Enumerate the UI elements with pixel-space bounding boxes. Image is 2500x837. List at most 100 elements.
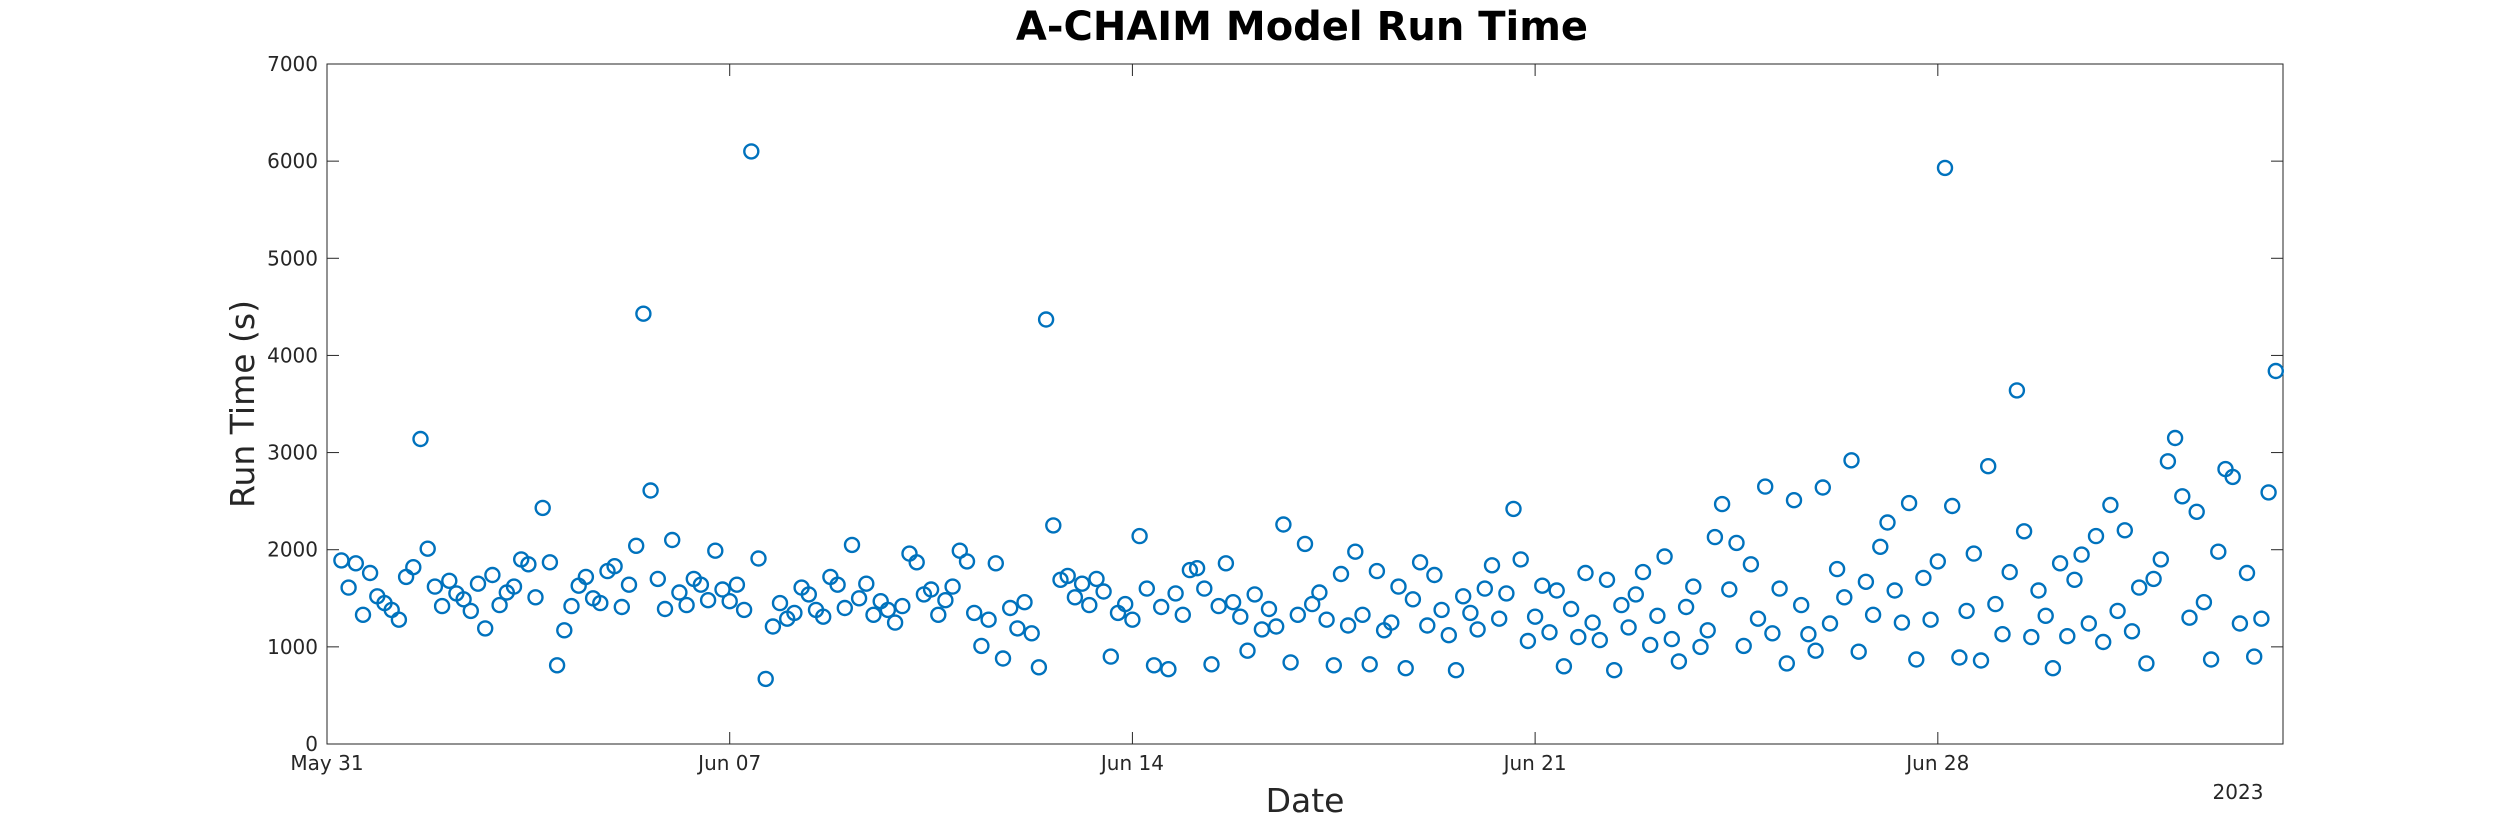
data-point	[1512, 551, 1529, 568]
data-point	[771, 594, 789, 612]
data-point	[2152, 551, 2170, 568]
data-point	[728, 576, 746, 593]
data-point	[1059, 567, 1076, 585]
data-point	[1864, 606, 1882, 623]
data-point	[613, 598, 630, 616]
data-point	[1332, 565, 1350, 583]
data-point	[2145, 570, 2162, 588]
plot-area-frame	[326, 63, 2284, 745]
data-point	[757, 670, 774, 688]
data-point	[1181, 561, 1199, 579]
data-point	[1814, 479, 1832, 496]
data-point	[678, 596, 695, 614]
data-point	[2130, 579, 2148, 596]
data-point	[937, 592, 954, 609]
data-point	[1562, 600, 1580, 618]
data-point	[2202, 651, 2220, 668]
data-point	[2181, 609, 2198, 626]
data-point	[2116, 522, 2134, 539]
data-point	[2210, 543, 2227, 560]
data-point	[1368, 562, 1386, 580]
data-point	[1663, 630, 1681, 648]
data-point	[1354, 606, 1371, 623]
data-point	[1490, 610, 1508, 627]
data-point	[1519, 632, 1537, 650]
data-point	[1433, 601, 1450, 619]
data-point	[750, 550, 767, 567]
y-tick-label: 4000	[267, 343, 318, 367]
data-point	[2094, 633, 2112, 651]
data-point	[1081, 596, 1098, 614]
data-point	[922, 581, 940, 598]
data-point	[1735, 637, 1752, 655]
data-point	[1792, 596, 1810, 614]
data-point	[2260, 484, 2277, 501]
data-point	[426, 578, 444, 595]
data-point	[930, 606, 947, 623]
data-point	[1260, 600, 1278, 618]
data-point	[1713, 495, 1731, 513]
data-point	[1023, 625, 1040, 642]
data-point	[1397, 660, 1414, 677]
data-point	[692, 576, 710, 593]
data-point	[1138, 580, 1156, 597]
data-point	[635, 305, 652, 322]
data-point	[1979, 458, 1997, 475]
data-point	[405, 559, 422, 576]
data-point	[987, 555, 1004, 572]
data-point	[1203, 656, 1220, 673]
data-point	[361, 564, 379, 582]
y-tick-label: 2000	[267, 538, 318, 562]
data-point	[1361, 656, 1378, 673]
x-tick-label: Jun 21	[1502, 751, 1567, 775]
data-point	[1534, 577, 1551, 594]
data-point	[1526, 608, 1544, 625]
data-point	[1102, 648, 1120, 665]
x-tick-label: Jun 14	[1099, 751, 1164, 775]
data-point	[1555, 658, 1573, 675]
data-point	[2073, 546, 2090, 563]
data-point	[534, 499, 551, 517]
data-point	[1943, 497, 1961, 515]
data-point	[2253, 610, 2270, 627]
data-point	[1577, 564, 1594, 582]
data-point	[1124, 611, 1141, 628]
data-point	[671, 584, 688, 601]
data-point	[563, 597, 580, 615]
data-point	[1800, 626, 1817, 643]
data-point	[347, 555, 364, 572]
data-point	[1483, 557, 1501, 574]
data-point	[469, 575, 487, 592]
data-point	[1303, 595, 1321, 613]
data-point	[1267, 618, 1285, 635]
data-point	[1426, 566, 1443, 584]
data-point	[1440, 627, 1458, 644]
data-point	[1605, 662, 1623, 679]
data-point	[2159, 453, 2177, 470]
data-point	[1088, 570, 1105, 588]
data-point	[1339, 617, 1357, 634]
data-point	[1232, 608, 1249, 625]
data-point	[1742, 556, 1760, 573]
data-point	[390, 611, 408, 628]
data-point	[419, 540, 436, 557]
data-point	[1756, 478, 1774, 495]
data-point	[994, 650, 1012, 667]
data-point	[1721, 581, 1738, 598]
data-point	[1749, 610, 1767, 627]
data-point	[2245, 648, 2263, 665]
data-point	[2066, 571, 2083, 588]
data-point	[1390, 578, 1407, 595]
y-tick-label: 3000	[267, 441, 318, 465]
data-point	[1807, 642, 1824, 659]
data-point	[340, 579, 357, 596]
data-point	[1253, 621, 1271, 638]
data-point	[1311, 584, 1328, 601]
data-point	[1591, 631, 1609, 649]
x-tick-label: May 31	[290, 751, 363, 775]
data-point	[829, 576, 846, 593]
data-point	[2059, 628, 2076, 645]
chart-title: A-CHAIM Model Run Time	[1016, 4, 1588, 50]
data-point	[1692, 638, 1709, 656]
data-point	[477, 620, 494, 637]
